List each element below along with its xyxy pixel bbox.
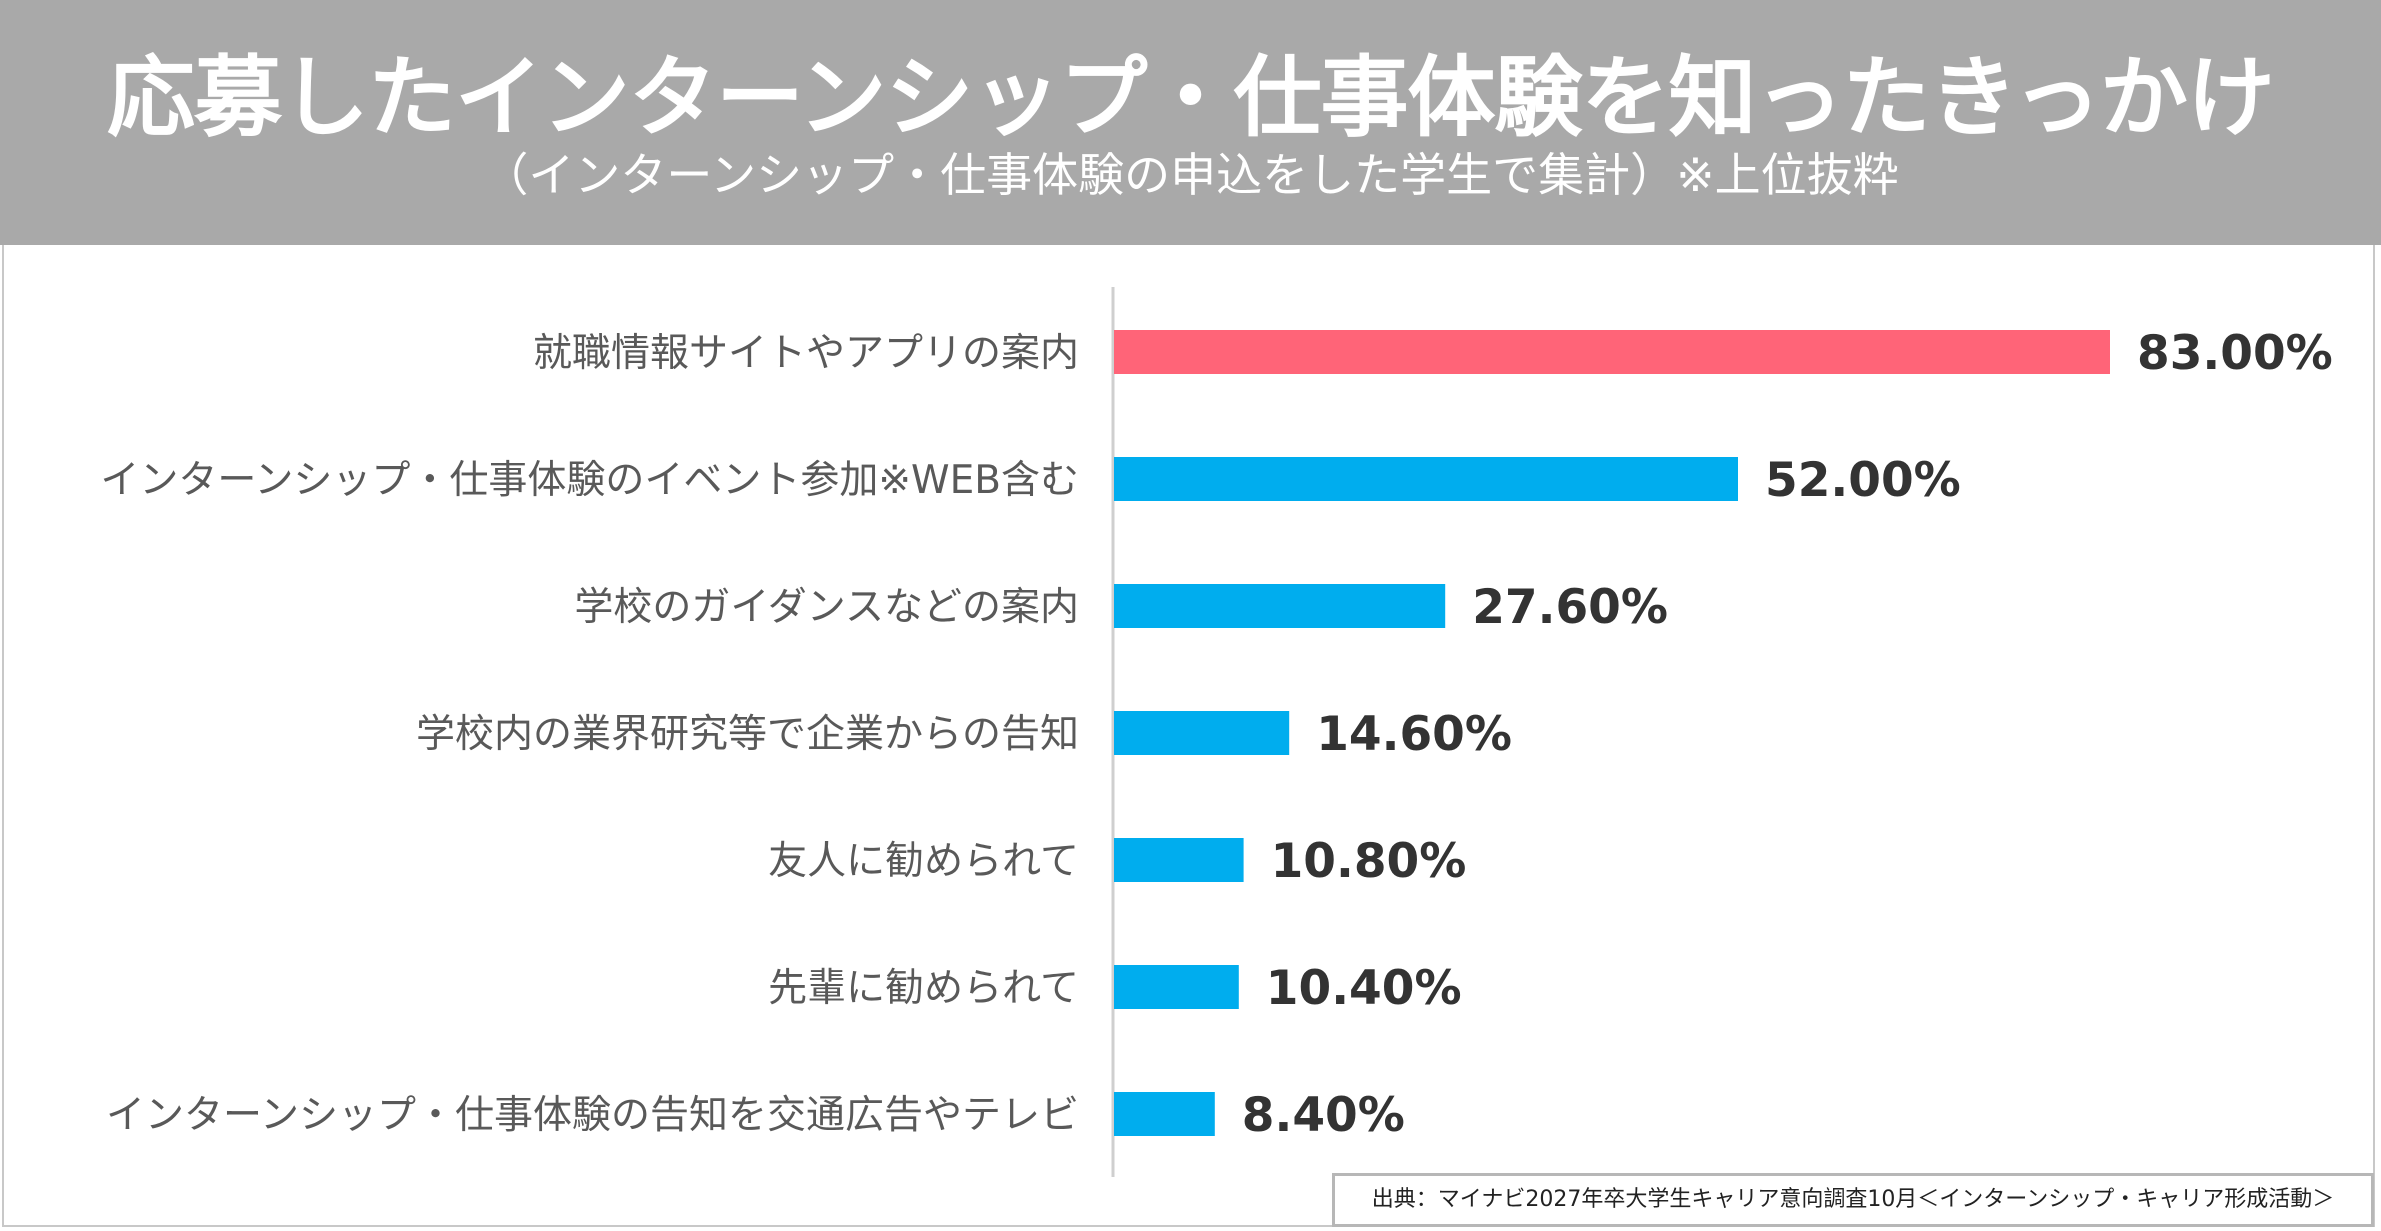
chart-header: 応募したインターンシップ・仕事体験を知ったきっかけ （インターンシップ・仕事体験… — [0, 0, 2381, 245]
chart-title: 応募したインターンシップ・仕事体験を知ったきっかけ — [106, 46, 2275, 149]
chart-frame — [2, 245, 2375, 1227]
category-label: 学校のガイダンスなどの案内 — [574, 585, 1079, 630]
data-label: 83.00% — [2137, 326, 2333, 381]
category-label: 学校内の業界研究等で企業からの告知 — [416, 712, 1079, 757]
bar — [1114, 711, 1290, 755]
bar — [1114, 457, 1738, 501]
data-label: 10.40% — [1266, 961, 1462, 1016]
category-label: 先輩に勧められて — [768, 966, 1079, 1011]
category-label: 友人に勧められて — [768, 839, 1079, 884]
data-label: 8.40% — [1242, 1088, 1405, 1143]
category-label: 就職情報サイトやアプリの案内 — [533, 331, 1079, 376]
source-note: 出典：マイナビ2027年卒大学生キャリア意向調査10月＜インターンシップ・キャリ… — [1332, 1173, 2374, 1227]
bar — [1114, 838, 1244, 882]
category-label: インターンシップ・仕事体験のイベント参加※WEB含む — [100, 458, 1079, 503]
data-label: 14.60% — [1316, 707, 1512, 762]
bar — [1114, 965, 1239, 1009]
bar — [1114, 1092, 1215, 1136]
chart-subtitle: （インターンシップ・仕事体験の申込をした学生で集計）※上位抜粋 — [482, 148, 1899, 202]
bar — [1114, 584, 1446, 628]
data-label: 10.80% — [1271, 834, 1467, 889]
data-label: 27.60% — [1472, 580, 1668, 635]
data-label: 52.00% — [1765, 453, 1961, 508]
bar — [1114, 330, 2110, 374]
category-label: インターンシップ・仕事体験の告知を交通広告やテレビ — [106, 1093, 1079, 1138]
